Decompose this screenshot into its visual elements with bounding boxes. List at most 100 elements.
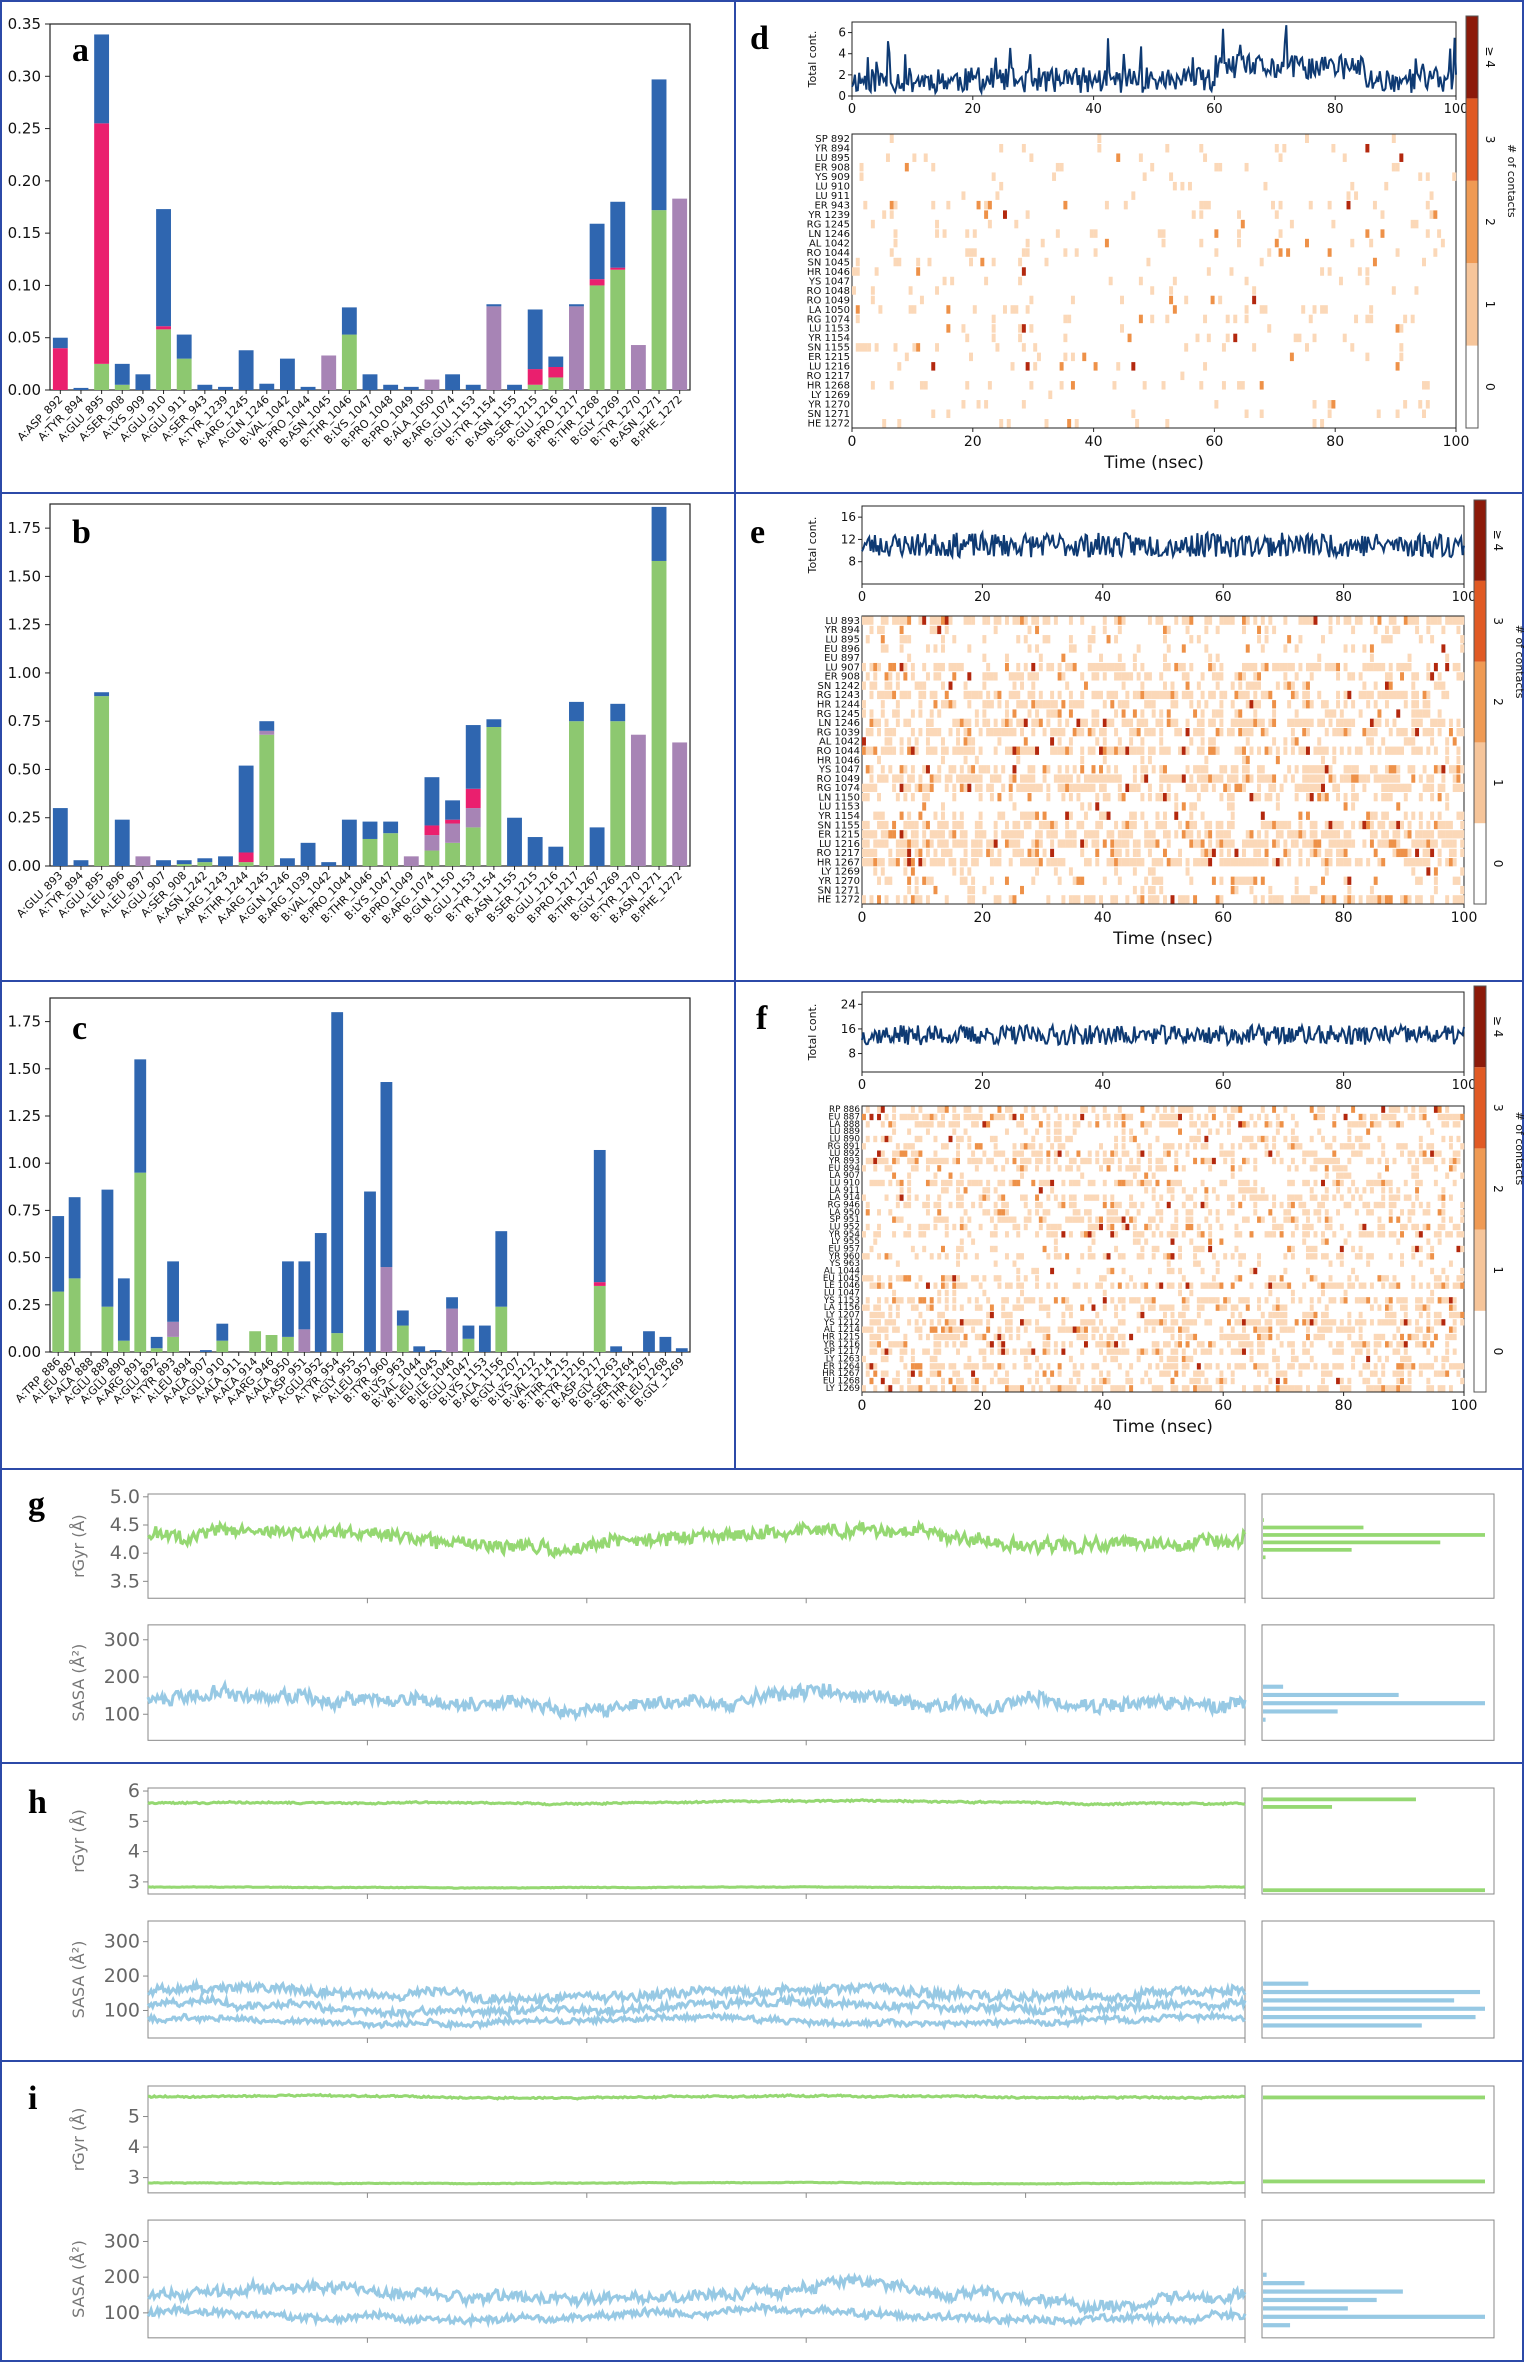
heat-cell <box>1238 681 1243 690</box>
heat-cell <box>1343 1113 1348 1121</box>
heat-cell <box>1343 662 1348 672</box>
heat-cell <box>1004 1209 1009 1216</box>
heat-cell <box>935 229 940 238</box>
heat-cell <box>1046 895 1051 904</box>
heat-cell <box>1204 755 1209 765</box>
heat-cell <box>1031 858 1036 867</box>
heat-cell <box>1023 783 1028 793</box>
heat-cell <box>1321 1282 1325 1289</box>
heat-cell <box>1377 1341 1382 1348</box>
bar-c-19-3 <box>364 1191 376 1352</box>
heat-cell <box>899 1150 904 1157</box>
heat-cell <box>1294 737 1299 746</box>
heat-cell <box>1012 1179 1017 1187</box>
heat-cell <box>1351 718 1356 727</box>
heat-cell <box>918 709 923 718</box>
heat-cell <box>1257 830 1262 839</box>
heat-cell <box>967 1355 972 1363</box>
bar-c-27-3 <box>495 1231 508 1307</box>
heat-cell <box>1068 1165 1073 1172</box>
heat-cell <box>1388 1201 1393 1209</box>
heat-cell <box>1272 858 1277 867</box>
heat-cell <box>1373 895 1378 904</box>
heat-cell <box>1046 1333 1051 1341</box>
heat-cell <box>1234 848 1239 858</box>
heat-cell <box>952 1319 957 1326</box>
heat-cell <box>941 1275 945 1282</box>
bar-a-2-2 <box>94 123 110 364</box>
heat-cell <box>1313 885 1318 895</box>
heat-cell <box>1343 876 1348 885</box>
heat-cell <box>1351 802 1356 811</box>
heat-cell <box>931 162 936 172</box>
heat-cell <box>1242 1194 1246 1201</box>
heat-cell <box>1204 1143 1209 1150</box>
heat-cell <box>952 672 957 681</box>
heat-cell <box>1138 153 1143 162</box>
heat-cell <box>1080 1106 1085 1113</box>
heat-cell <box>874 267 879 276</box>
heat-cell <box>1381 662 1386 672</box>
heat-cell <box>1016 1121 1021 1128</box>
heat-cell <box>1343 830 1348 839</box>
heat-cell <box>1456 1135 1461 1143</box>
residue-label: YR 893 <box>828 1157 860 1167</box>
heat-cell <box>967 616 972 625</box>
heat-cell <box>1053 1157 1058 1165</box>
heat-cell <box>1242 625 1246 635</box>
heat-cell <box>1166 839 1171 848</box>
heat-cell <box>937 1216 942 1223</box>
heat-cell <box>1151 1194 1156 1201</box>
heat-cell <box>959 867 964 876</box>
heat-cell <box>1196 1304 1201 1311</box>
heat-cell <box>1004 727 1009 737</box>
heat-cell <box>1275 802 1280 811</box>
heat-cell <box>889 134 894 143</box>
heat-cell <box>889 248 894 257</box>
heat-cell <box>1373 1333 1378 1341</box>
heat-cell <box>877 1113 882 1121</box>
heat-cell <box>1044 257 1049 267</box>
heat-cell <box>929 1157 934 1165</box>
heat-cell <box>1061 1348 1066 1355</box>
heat-cell <box>1332 746 1337 755</box>
heat-cell <box>1321 1333 1325 1341</box>
residue-label: YS 1212 <box>823 1318 860 1328</box>
heat-cell <box>1328 1275 1333 1282</box>
heat-cell <box>1174 718 1179 727</box>
heat-cell <box>982 830 987 839</box>
heat-cell <box>1025 210 1030 219</box>
heat-cell <box>1242 1121 1246 1128</box>
heat-cell <box>1400 1297 1404 1304</box>
heat-cell <box>877 1311 882 1319</box>
heat-cell <box>1426 774 1431 783</box>
heat-cell <box>1422 1341 1427 1348</box>
heat-cell <box>1169 295 1174 305</box>
heat-cell <box>1091 1333 1096 1341</box>
heat-cell <box>1136 848 1141 858</box>
heat-cell <box>1369 1179 1374 1187</box>
heat-cell <box>922 839 927 848</box>
heat-cell <box>1332 1150 1337 1157</box>
heat-cell <box>1460 839 1465 848</box>
heat-cell <box>1091 839 1096 848</box>
heat-cell <box>1117 737 1122 746</box>
heat-cell <box>895 709 900 718</box>
heat-cell <box>963 690 968 700</box>
heat-cell <box>933 830 938 839</box>
heat-cell <box>1321 1253 1325 1260</box>
heat-cell <box>1196 1113 1201 1121</box>
heat-cell <box>1057 1143 1062 1150</box>
heat-cell <box>1065 783 1070 793</box>
heat-cell <box>1377 895 1382 904</box>
heat-cell <box>1347 1282 1352 1289</box>
heat-cell <box>899 1187 904 1194</box>
heat-cell <box>1452 1157 1457 1165</box>
heat-cell <box>1087 1319 1092 1326</box>
heat-cell <box>1381 820 1386 830</box>
heat-cell <box>1332 727 1337 737</box>
heat-cell <box>1223 1179 1228 1187</box>
heat-cell <box>1147 830 1152 839</box>
heat-cell <box>1020 1289 1024 1297</box>
heat-cell <box>1102 625 1107 635</box>
